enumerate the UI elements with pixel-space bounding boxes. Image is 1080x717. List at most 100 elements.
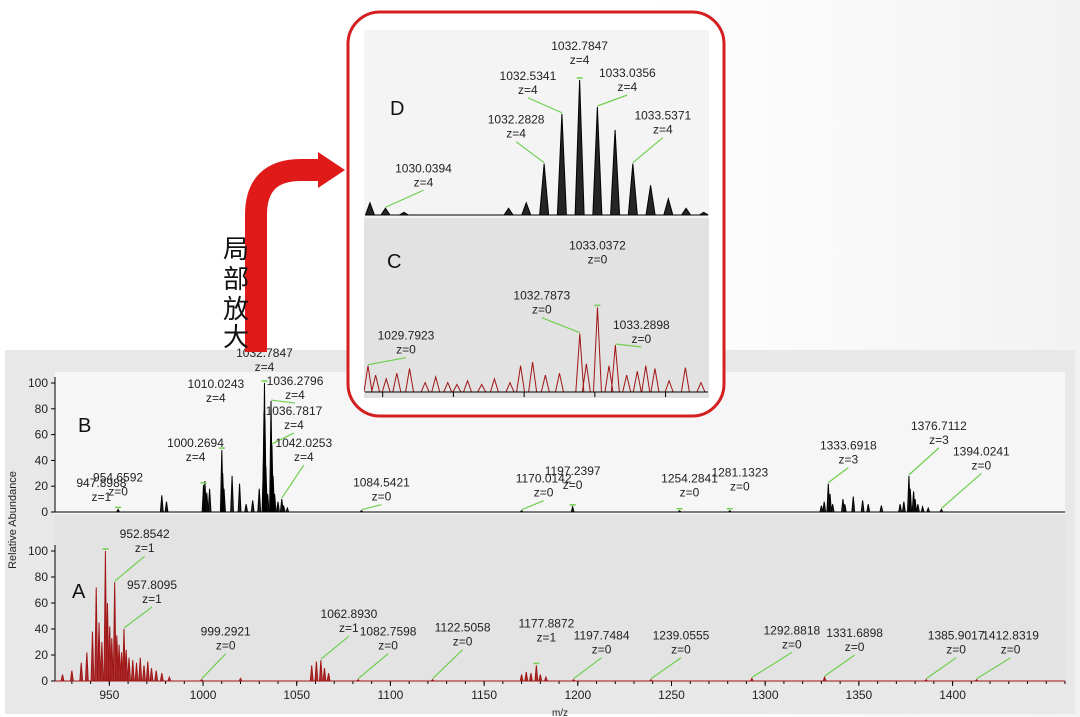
peak (521, 201, 532, 216)
peak (592, 106, 603, 216)
peak-charge-label: z=1 (135, 541, 155, 555)
x-tick-label: 1200 (564, 688, 591, 702)
peak (477, 383, 487, 393)
label-leader (615, 343, 642, 348)
peak (167, 675, 172, 682)
peak (641, 365, 651, 393)
peak-charge-label: z=4 (284, 418, 304, 432)
peak (149, 667, 154, 682)
peak (207, 488, 212, 513)
y-tick-label: 80 (35, 570, 49, 584)
peak (851, 496, 856, 513)
label-leader (827, 467, 849, 484)
panel-label-a: A (72, 581, 86, 603)
peak (728, 510, 732, 513)
panel-d-bg (364, 30, 709, 218)
peak-charge-label: z=0 (216, 639, 236, 653)
peak (164, 501, 169, 513)
peak (364, 201, 375, 216)
peak-mz-label: 1197.7484 (574, 629, 630, 643)
peak (112, 582, 117, 682)
peak (364, 365, 373, 393)
peak (285, 506, 290, 513)
peak-mz-label: 1197.2397 (545, 464, 601, 478)
y-tick-label: 60 (35, 596, 49, 610)
label-leader (271, 432, 295, 445)
peak (581, 363, 591, 393)
peak-mz-label: 1239.0555 (653, 629, 710, 643)
peak (750, 677, 754, 682)
label-leader (361, 504, 382, 511)
peak-mz-label: 1032.2828 (488, 113, 545, 127)
peak (489, 377, 499, 393)
panel-c-axes: 10301031103210331034 (365, 391, 708, 397)
peak-charge-label: z=4 (206, 391, 226, 405)
peak (528, 361, 538, 393)
peak (556, 113, 567, 216)
peak (539, 163, 550, 216)
peak (94, 587, 99, 682)
x-axis-label: m/z (552, 708, 568, 717)
peak (109, 638, 114, 682)
peak-charge-label: z=4 (570, 53, 590, 67)
peak (371, 374, 381, 393)
peak (265, 493, 270, 513)
panel-label-c: C (387, 251, 401, 273)
peak (901, 501, 906, 513)
peak-mz-label: 1292.8818 (763, 623, 820, 637)
peak (222, 488, 226, 513)
peak (117, 644, 121, 682)
peak (592, 307, 602, 393)
peak (632, 371, 642, 393)
peak (610, 129, 621, 216)
peak-charge-label: z=4 (186, 450, 206, 464)
peak-charge-label: z=1 (92, 490, 112, 504)
peak-charge-label: z=4 (518, 83, 538, 97)
peak (272, 493, 277, 513)
peak-charge-label: z=0 (592, 643, 612, 657)
peak-mz-label: 1082.7598 (360, 625, 417, 639)
peak (359, 510, 364, 513)
peak (939, 508, 944, 513)
peak (60, 674, 65, 682)
peak-charge-label: z=1 (537, 630, 557, 644)
peak-mz-label: 1412.8319 (982, 629, 1039, 643)
panel-label-d: D (390, 98, 404, 120)
y-tick-label: 20 (35, 648, 49, 662)
peak (538, 674, 543, 682)
peak (138, 657, 143, 682)
peak-mz-label: 1010.0243 (187, 377, 244, 391)
label-leader (281, 464, 305, 499)
zoom-box-border (346, 10, 726, 418)
peak (430, 679, 435, 682)
peak (326, 673, 331, 682)
label-leader (515, 141, 545, 164)
peak (318, 660, 323, 682)
label-leader (270, 399, 296, 404)
peak (237, 483, 242, 513)
panel-a-peak-labels: 947.8988z=1952.8542z=1957.8095z=1999.292… (76, 476, 1039, 680)
label-leader (632, 137, 664, 164)
peak (79, 662, 84, 682)
peak (622, 374, 632, 393)
peak-mz-label: 1036.2796 (267, 374, 324, 388)
peak (908, 488, 913, 513)
peak (571, 679, 576, 682)
peak (199, 679, 204, 682)
peak (309, 665, 314, 682)
peak (924, 679, 928, 682)
peak (257, 488, 262, 513)
peak (645, 185, 656, 216)
peak-mz-label: 1029.7923 (378, 329, 435, 343)
peak (103, 550, 108, 682)
peak (250, 500, 255, 513)
peak (681, 207, 691, 216)
peak (540, 374, 550, 393)
peak (127, 657, 131, 682)
y-tick-label: 0 (41, 505, 48, 519)
peak (698, 211, 709, 216)
peak (680, 367, 690, 393)
peak-mz-label: 1281.1323 (711, 466, 768, 480)
peak-charge-label: z=0 (532, 303, 552, 317)
